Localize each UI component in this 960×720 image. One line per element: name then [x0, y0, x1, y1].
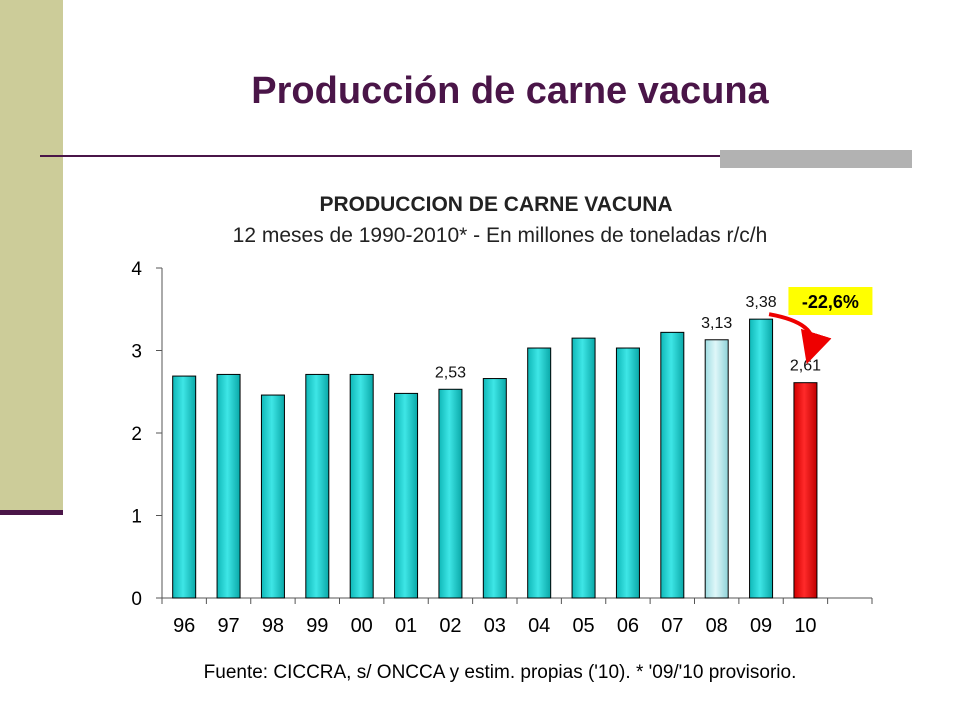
- x-tick-label: 05: [572, 615, 594, 637]
- bar: [216, 373, 241, 599]
- x-tick-label: 01: [395, 615, 417, 637]
- y-tick-label: 4: [131, 259, 142, 280]
- sidebar-decoration: [0, 0, 63, 512]
- data-label: 3,13: [701, 315, 732, 332]
- x-tick-label: 99: [306, 615, 328, 637]
- sidebar-underline: [0, 510, 63, 515]
- bar: [305, 373, 330, 599]
- slide-title: Producción de carne vacuna: [251, 70, 769, 112]
- y-tick-label: 3: [131, 342, 142, 363]
- chart-title: PRODUCCION DE CARNE VACUNA: [319, 193, 672, 216]
- callout-box: [788, 287, 873, 315]
- bar: [482, 378, 507, 599]
- x-tick-label: 06: [617, 615, 639, 637]
- bar: [660, 331, 685, 599]
- bar: [394, 392, 419, 599]
- bar: [793, 382, 818, 599]
- x-tick-label: 07: [661, 615, 683, 637]
- y-tick-label: 1: [131, 507, 142, 528]
- x-tick-label: 98: [262, 615, 284, 637]
- bar: [527, 347, 552, 599]
- callout-arrow: [768, 312, 832, 365]
- data-label: 2,61: [790, 358, 821, 375]
- data-label: 2,53: [435, 364, 466, 381]
- data-label: 3,38: [745, 294, 776, 311]
- bar: [615, 347, 640, 599]
- title-rule-accent: [720, 150, 912, 168]
- bar: [749, 318, 774, 599]
- x-tick-label: 00: [351, 615, 373, 637]
- title-rule: [40, 155, 912, 157]
- chart-subtitle: 12 meses de 1990-2010* - En millones de …: [233, 224, 768, 247]
- x-tick-label: 96: [173, 615, 195, 637]
- x-tick-label: 09: [750, 615, 772, 637]
- x-tick-label: 02: [439, 615, 461, 637]
- bar-chart: PRODUCCION DE CARNE VACUNA 12 meses de 1…: [131, 193, 873, 637]
- source-note: Fuente: CICCRA, s/ ONCCA y estim. propia…: [203, 662, 797, 683]
- bar: [260, 394, 285, 599]
- bar: [349, 373, 374, 599]
- y-tick-label: 0: [131, 589, 142, 610]
- bar: [571, 337, 596, 599]
- x-tick-label: 03: [484, 615, 506, 637]
- bar: [438, 388, 463, 599]
- x-tick-label: 04: [528, 615, 550, 637]
- x-tick-label: 97: [217, 615, 239, 637]
- x-tick-label: 08: [706, 615, 728, 637]
- y-tick-label: 2: [131, 424, 142, 445]
- x-tick-label: 10: [794, 615, 816, 637]
- bar: [704, 339, 729, 599]
- bar: [172, 375, 197, 599]
- callout-label: -22,6%: [802, 292, 859, 312]
